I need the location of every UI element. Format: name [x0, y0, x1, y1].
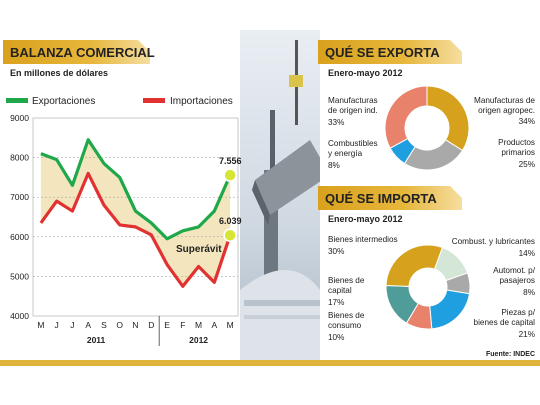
- importa-label-5: Bienes intermedios 30%: [328, 235, 398, 256]
- series-end-marker: [223, 228, 237, 243]
- exporta-labels: Manufacturas de origen agropec. 34% Produc…: [328, 96, 535, 170]
- exporta-label-2: Combustibles y energía 8%: [328, 139, 378, 170]
- x-tick-label: M: [227, 320, 234, 330]
- source-note: Fuente: INDEC: [486, 351, 535, 358]
- exporta-label-0: Manufacturas de origen agropec. 34%: [474, 96, 535, 126]
- donutImp-slice-5: [385, 244, 444, 287]
- callout-exportaciones-last: 7.556: [219, 156, 242, 166]
- y-tick-label: 6000: [10, 232, 29, 242]
- legend-swatch-importaciones: [143, 98, 165, 103]
- y-tick-label: 8000: [10, 153, 29, 163]
- balanza-title: BALANZA COMERCIAL: [10, 45, 155, 60]
- exporta-donut: [384, 85, 470, 171]
- legend-label-importaciones: Importaciones: [170, 96, 233, 107]
- donutExp-slice-3: [384, 85, 428, 149]
- bottom-rule: [0, 360, 540, 366]
- x-tick-label: N: [132, 320, 138, 330]
- photo-crane: [240, 30, 320, 360]
- legend: Exportaciones Importaciones: [6, 96, 233, 107]
- year-label: 2011: [87, 335, 106, 345]
- importa-label-4: Bienes de capital 17%: [328, 276, 365, 307]
- importa-label-1: Automot. p/pasajeros 8%: [493, 266, 536, 297]
- balanza-subtitle: En millones de dólares: [10, 68, 108, 78]
- importa-labels: Combust. y lubricantes 14% Automot. p/pas…: [328, 235, 536, 342]
- x-tick-label: D: [148, 320, 154, 330]
- year-label: 2012: [189, 335, 208, 345]
- x-tick-label: J: [70, 320, 74, 330]
- importa-donut: [385, 244, 471, 330]
- legend-label-exportaciones: Exportaciones: [32, 96, 95, 107]
- y-tick-label: 9000: [10, 113, 29, 123]
- superavit-annotation: Superávit: [176, 244, 222, 255]
- importa-title: QUÉ SE IMPORTA: [325, 191, 437, 206]
- exporta-title: QUÉ SE EXPORTA: [325, 45, 440, 60]
- exporta-label-3: Manufacturas de origen ind. 33%: [328, 96, 378, 127]
- x-tick-label: M: [37, 320, 44, 330]
- balanza-header: BALANZA COMERCIAL: [3, 40, 155, 64]
- series-line-exportaciones: [40, 138, 232, 241]
- series-line-importaciones: [39, 171, 232, 288]
- importa-header: QUÉ SE IMPORTA: [318, 186, 462, 210]
- x-tick-label: A: [212, 320, 218, 330]
- series-end-marker: [223, 168, 237, 182]
- importa-label-0: Combust. y lubricantes 14%: [452, 237, 535, 258]
- importa-label-3: Bienes de consumo 10%: [328, 311, 365, 342]
- legend-swatch-exportaciones: [6, 98, 28, 103]
- x-tick-label: S: [101, 320, 107, 330]
- x-tick-label: E: [164, 320, 170, 330]
- importa-subtitle: Enero-mayo 2012: [328, 214, 403, 224]
- x-tick-label: M: [195, 320, 202, 330]
- exporta-label-1: Productos primarios 25%: [498, 138, 535, 169]
- exporta-header: QUÉ SE EXPORTA: [318, 40, 462, 64]
- y-tick-label: 5000: [10, 271, 29, 281]
- callout-importaciones-last: 6.039: [219, 216, 242, 226]
- y-tick-label: 4000: [10, 311, 29, 321]
- y-tick-label: 7000: [10, 192, 29, 202]
- x-tick-label: O: [116, 320, 123, 330]
- x-tick-label: A: [85, 320, 91, 330]
- importa-label-2: Piezas p/bienes de capital 21%: [474, 308, 536, 339]
- x-tick-label: F: [180, 320, 185, 330]
- exporta-subtitle: Enero-mayo 2012: [328, 68, 403, 78]
- x-tick-label: J: [55, 320, 59, 330]
